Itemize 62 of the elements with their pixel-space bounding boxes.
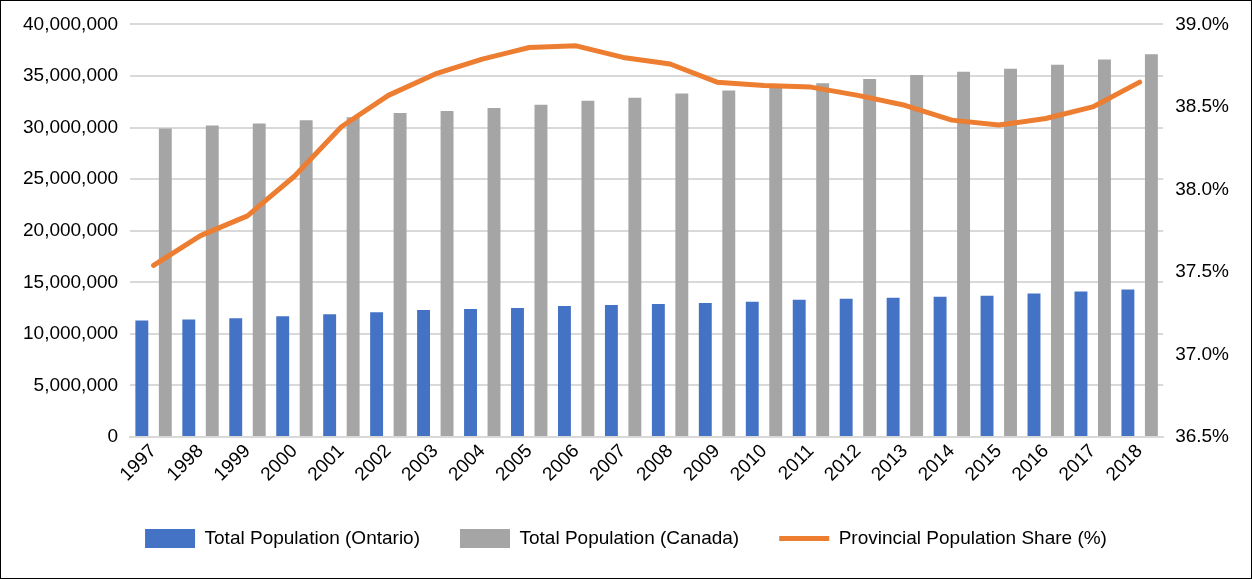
bar <box>816 83 830 436</box>
bar <box>323 314 337 436</box>
bar <box>252 123 266 436</box>
legend-label: Total Population (Canada) <box>519 526 740 548</box>
y-tick-label: 25,000,000 <box>23 167 119 189</box>
bar <box>957 71 971 436</box>
bar <box>205 125 219 436</box>
legend-label: Provincial Population Share (%) <box>838 526 1107 548</box>
y2-tick-label: 38.0% <box>1175 177 1230 199</box>
y2-tick-label: 38.5% <box>1175 95 1230 117</box>
bar <box>792 299 806 436</box>
bar <box>299 120 313 436</box>
bar <box>1074 291 1088 436</box>
bar <box>698 302 712 436</box>
bar <box>745 301 759 436</box>
bar <box>1144 54 1158 436</box>
bar <box>229 318 243 436</box>
bar <box>910 74 924 436</box>
bar <box>534 104 548 436</box>
bar <box>135 320 149 436</box>
bar <box>1097 59 1111 436</box>
bar <box>276 316 290 436</box>
bar <box>464 309 477 436</box>
y-tick-label: 40,000,000 <box>23 12 119 34</box>
bar <box>1004 68 1017 436</box>
bar <box>557 305 571 436</box>
bar <box>346 117 360 436</box>
y-tick-label: 30,000,000 <box>23 115 119 137</box>
bar <box>511 308 524 436</box>
y2-tick-label: 36.5% <box>1175 425 1230 447</box>
y-tick-label: 15,000,000 <box>23 270 119 292</box>
bar <box>839 298 853 436</box>
y2-tick-label: 37.0% <box>1175 342 1230 364</box>
bar <box>1121 289 1135 436</box>
legend-label: Total Population (Ontario) <box>204 526 421 548</box>
bar <box>182 319 196 436</box>
bar <box>158 128 172 436</box>
bar <box>863 79 877 436</box>
y-tick-label: 0 <box>107 425 119 447</box>
bar <box>722 90 736 436</box>
bar <box>980 295 994 436</box>
bar <box>440 111 454 436</box>
y-tick-label: 20,000,000 <box>23 218 119 240</box>
bar <box>1051 64 1064 436</box>
y-tick-label: 10,000,000 <box>23 322 119 344</box>
y-tick-label: 35,000,000 <box>23 64 119 86</box>
y2-tick-label: 37.5% <box>1175 260 1230 282</box>
y2-tick-label: 39.0% <box>1175 12 1230 34</box>
bar <box>628 97 642 436</box>
bar <box>417 310 431 436</box>
y-tick-label: 5,000,000 <box>33 373 119 395</box>
bar <box>604 304 618 436</box>
bar <box>651 303 665 436</box>
bar <box>487 107 501 436</box>
bar <box>675 93 689 436</box>
bar <box>886 297 900 436</box>
bar <box>933 296 947 436</box>
bar <box>1027 293 1041 436</box>
bar <box>370 312 384 436</box>
bar <box>769 86 783 436</box>
bar <box>581 100 595 436</box>
bar <box>393 113 407 436</box>
